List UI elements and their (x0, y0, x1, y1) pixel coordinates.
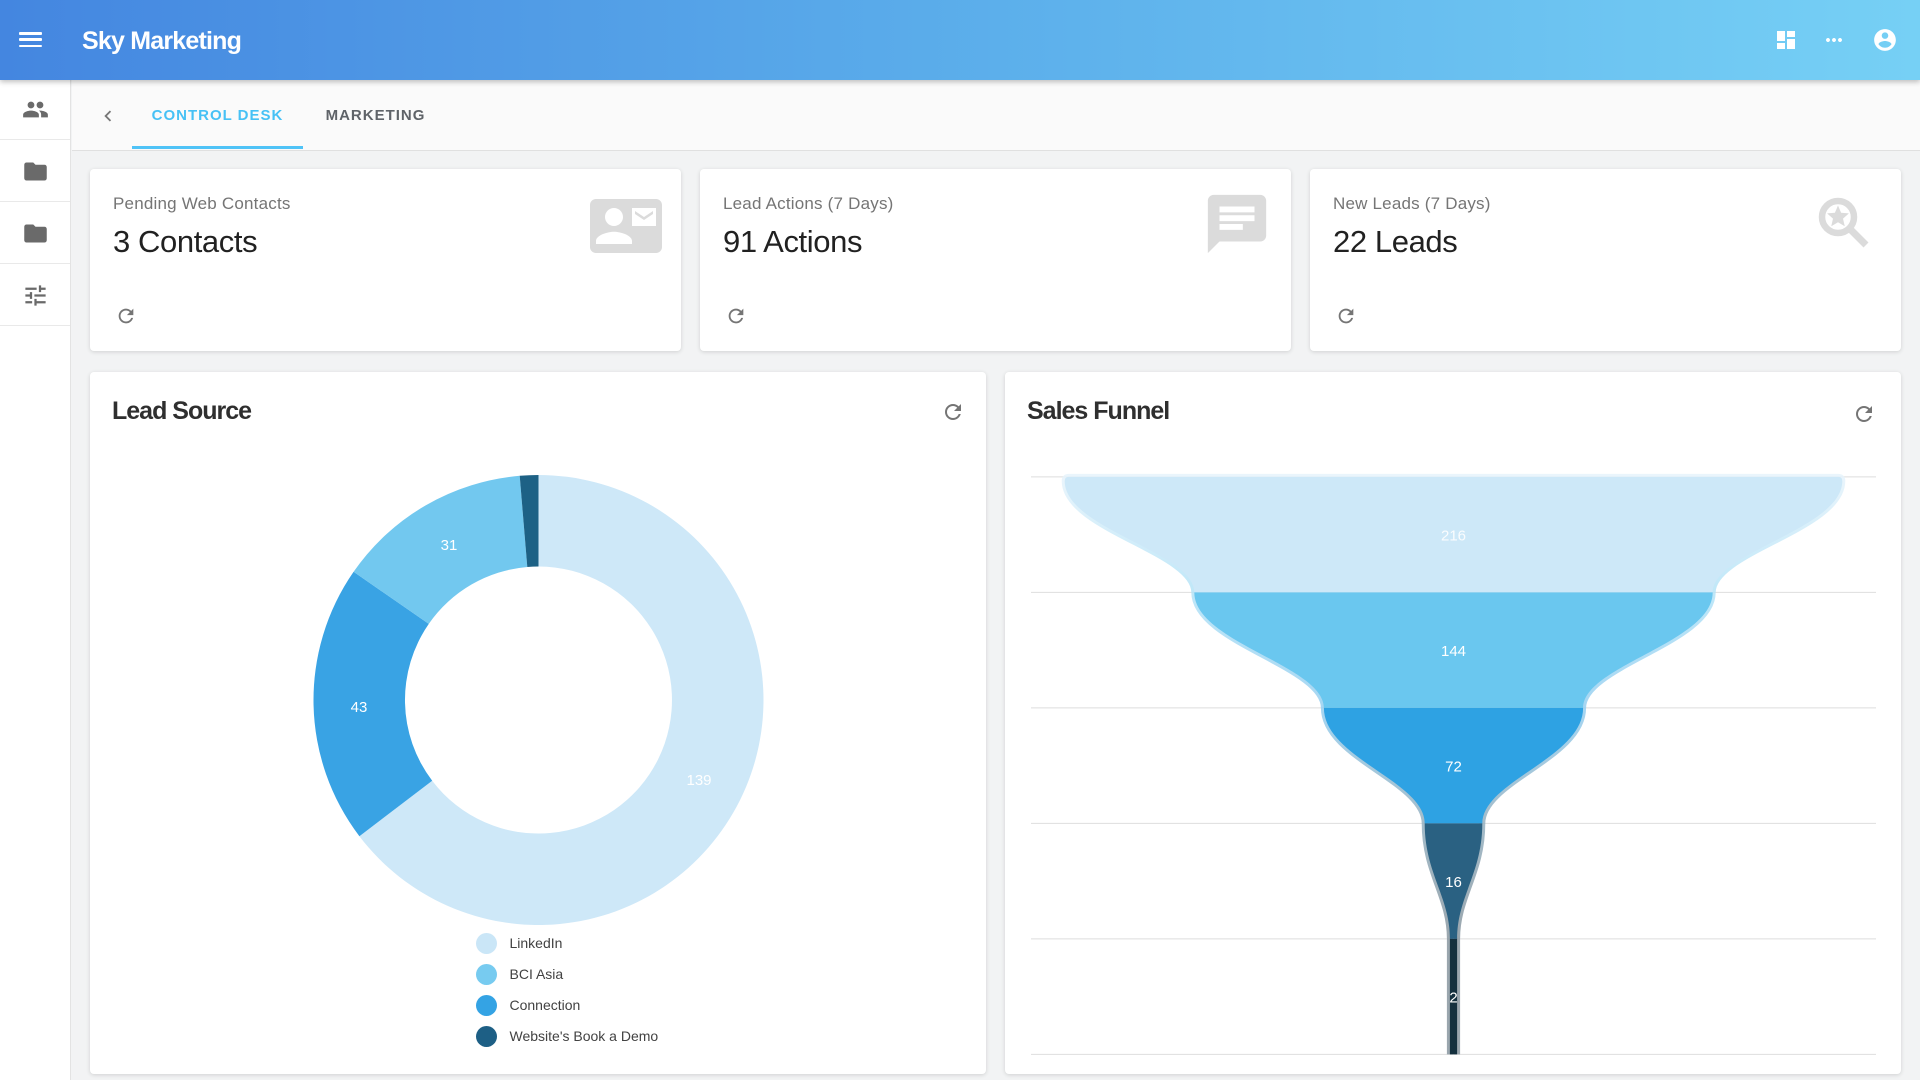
svg-text:16: 16 (1445, 874, 1462, 891)
svg-text:72: 72 (1445, 758, 1462, 775)
svg-text:31: 31 (441, 537, 458, 554)
svg-text:144: 144 (1441, 643, 1466, 660)
svg-text:216: 216 (1441, 527, 1466, 544)
svg-text:139: 139 (686, 772, 711, 789)
svg-text:43: 43 (351, 699, 368, 716)
svg-text:2: 2 (1449, 989, 1457, 1006)
